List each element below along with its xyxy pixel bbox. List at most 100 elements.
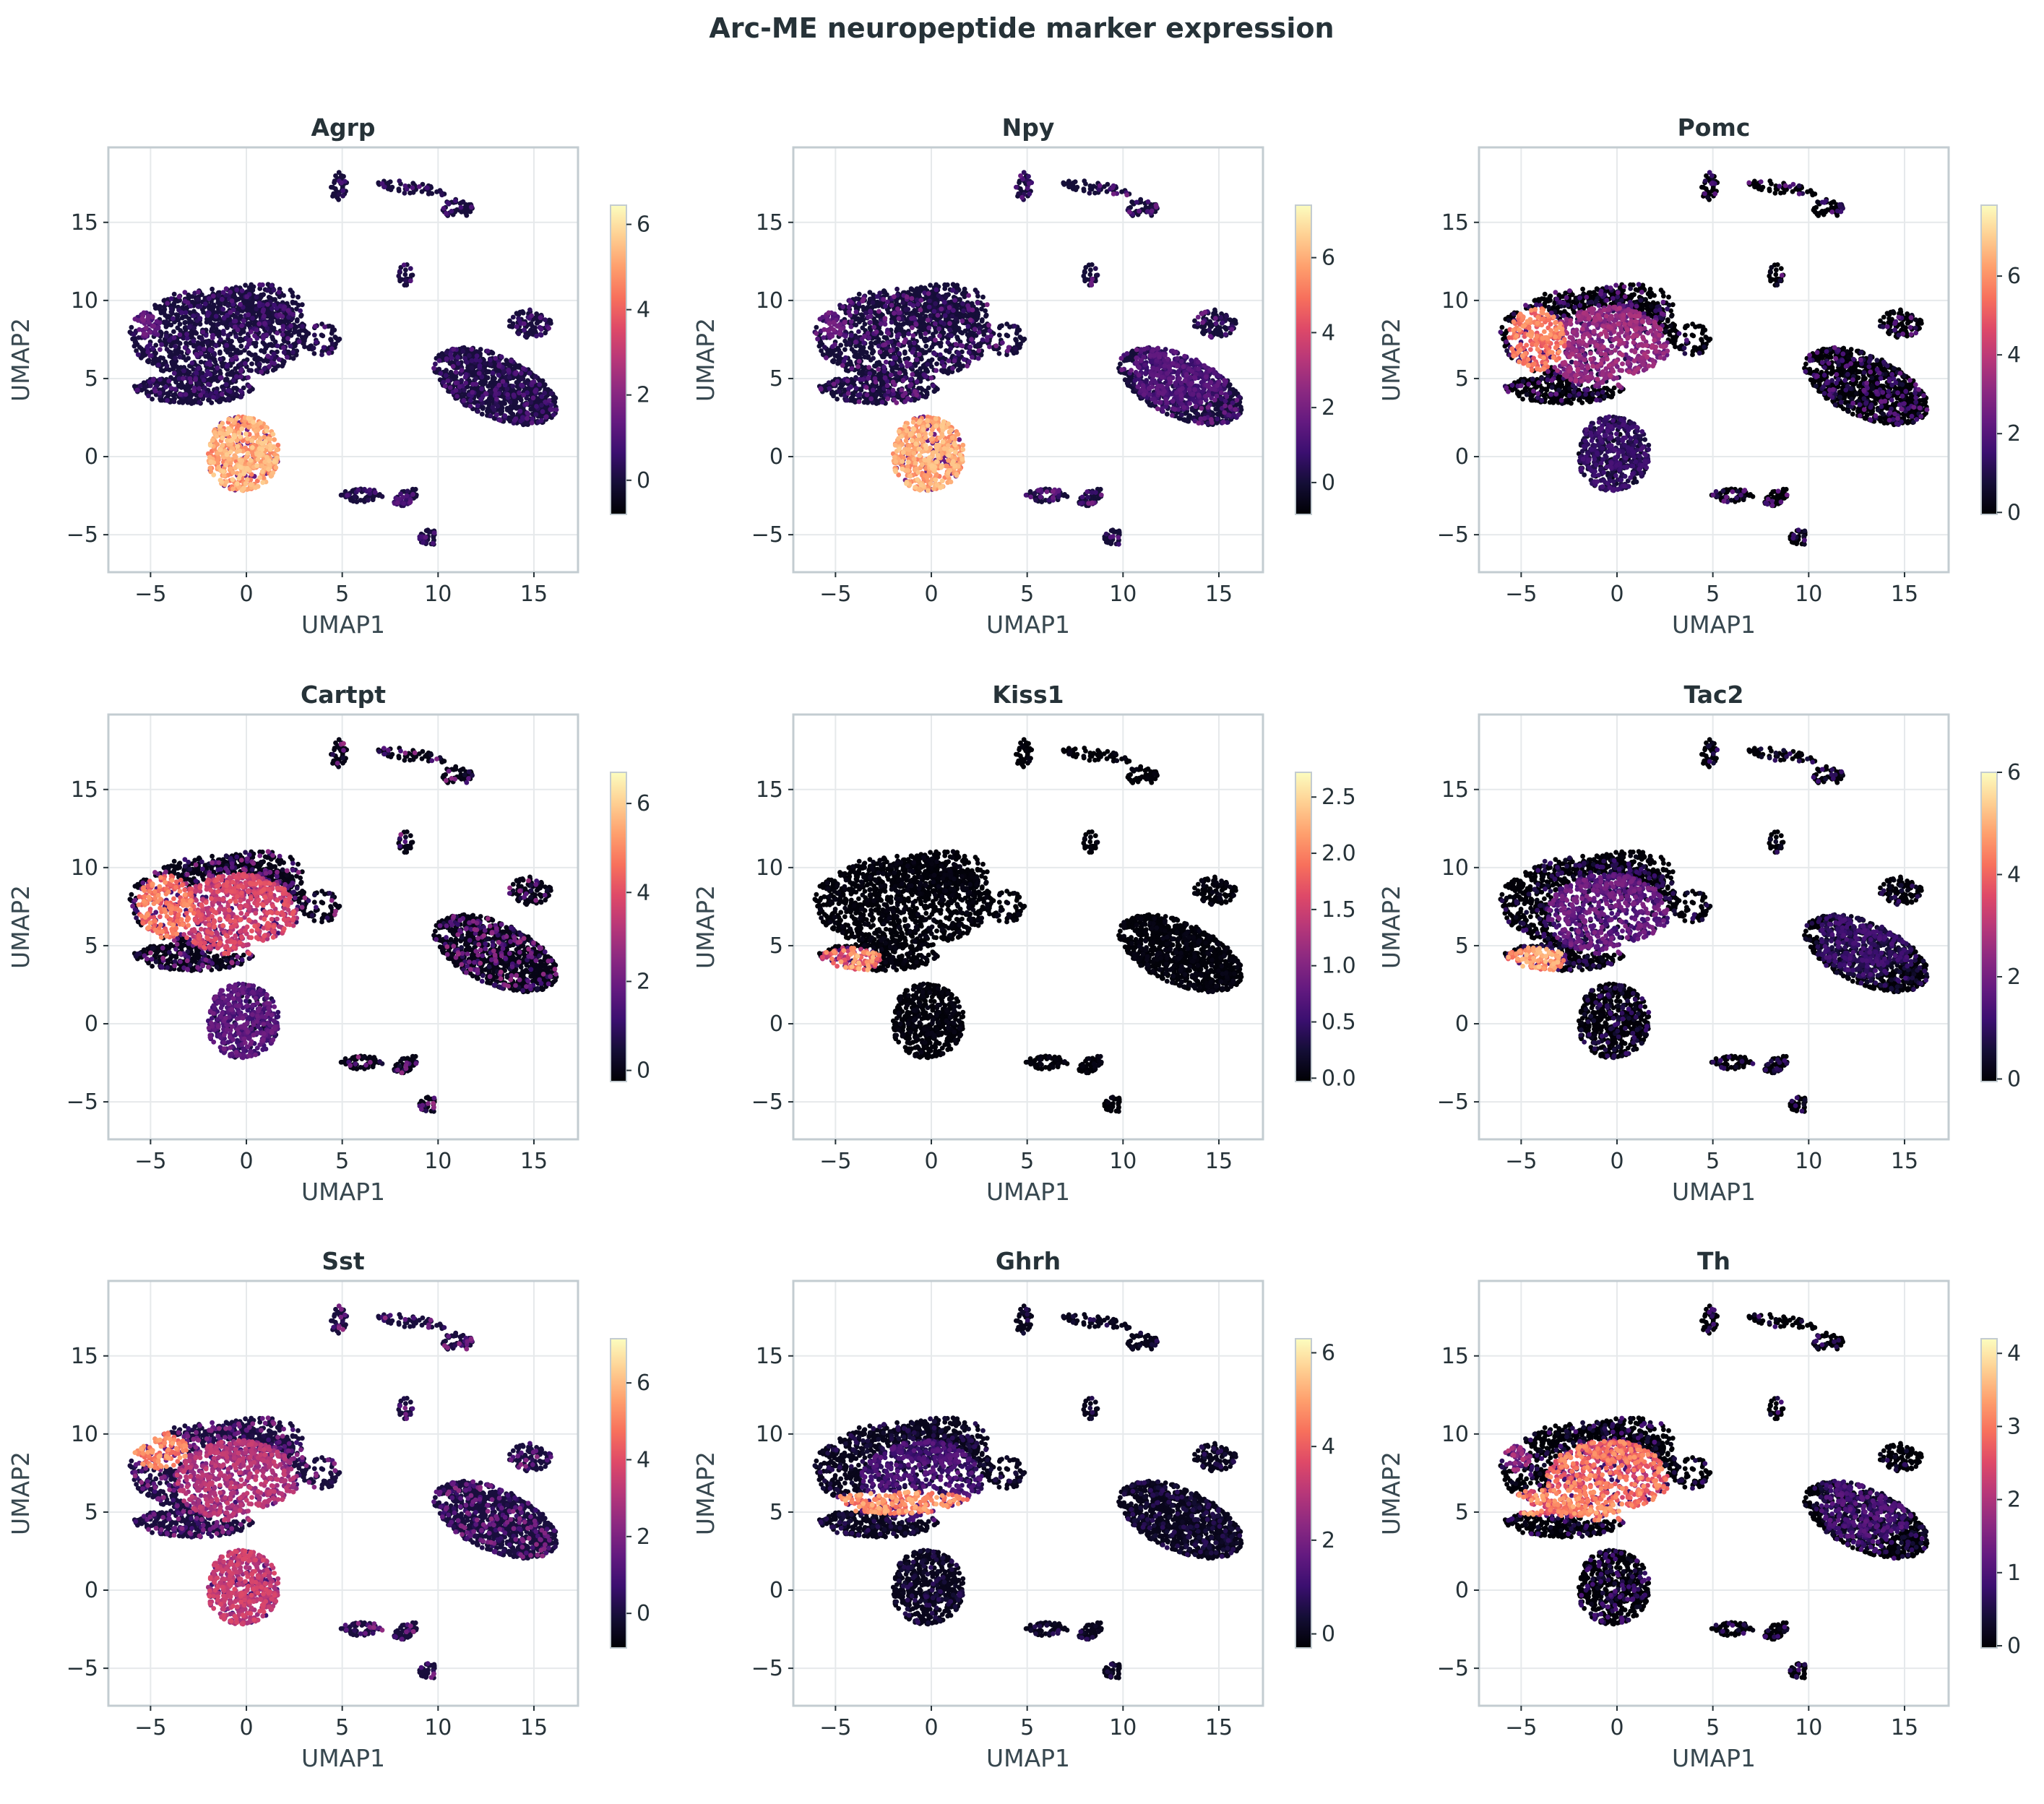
cell-point [240, 288, 245, 293]
cell-point [539, 327, 544, 332]
cell-point [183, 345, 188, 350]
cell-point [189, 380, 194, 385]
cell-point [488, 362, 493, 367]
cell-point [496, 363, 501, 368]
cell-point [206, 382, 211, 387]
cell-point [229, 347, 234, 352]
cell-point [272, 303, 277, 308]
colorbar-tick-label: 2 [637, 383, 650, 408]
cell-point [538, 315, 543, 320]
cell-point [171, 329, 176, 335]
cell-point [238, 302, 243, 307]
cell-point [241, 319, 246, 324]
cell-point [477, 371, 482, 376]
cell-point [474, 358, 479, 363]
cell-point [512, 392, 517, 397]
cell-point [257, 362, 262, 367]
cell-point [463, 375, 468, 380]
cell-point [397, 269, 402, 274]
cell-point [142, 332, 147, 337]
cell-point [245, 436, 250, 441]
cell-point [174, 364, 179, 369]
cell-point [222, 315, 227, 320]
cell-point [508, 400, 513, 405]
cell-point [196, 304, 201, 309]
cell-point [196, 290, 201, 295]
cell-point [152, 389, 158, 394]
cell-point [439, 354, 444, 359]
cell-point [455, 355, 460, 360]
cell-point [247, 285, 252, 290]
cell-point [519, 376, 524, 381]
cell-point [539, 394, 544, 400]
cell-point [223, 323, 228, 328]
cell-point [275, 443, 280, 448]
cell-point [507, 375, 512, 380]
cell-point [506, 368, 511, 373]
cell-point [249, 308, 254, 314]
cell-point [247, 351, 252, 356]
cell-point [151, 324, 156, 329]
cell-point [265, 288, 270, 293]
cell-point [306, 331, 311, 336]
cell-point [529, 400, 534, 405]
cell-point [209, 400, 214, 405]
cell-point [260, 447, 265, 452]
cell-point [423, 535, 428, 540]
cell-point [295, 317, 300, 322]
cell-point [230, 470, 236, 475]
cell-point [514, 370, 519, 375]
cell-point [499, 409, 504, 414]
cell-point [518, 409, 523, 414]
colorbar-tick-label: 0 [637, 468, 650, 493]
cell-point [527, 308, 532, 313]
cell-point [290, 350, 296, 355]
cell-point [332, 327, 337, 332]
panel-npy: −5 0 5 10 15−5051015NpyUMAP1UMAP20246 [691, 113, 1335, 639]
cell-point [285, 308, 290, 313]
cell-point [210, 333, 215, 338]
cell-point [217, 431, 223, 436]
cell-point [275, 343, 280, 348]
cell-point [212, 359, 217, 364]
cell-point [454, 388, 459, 393]
cell-point [143, 384, 148, 389]
cell-point [165, 301, 170, 306]
cell-point [234, 288, 239, 293]
cell-point [480, 412, 485, 417]
cell-point [235, 481, 240, 486]
cell-point [230, 298, 235, 303]
cell-point [473, 376, 478, 381]
cell-point [532, 389, 538, 394]
cell-point [501, 379, 506, 384]
cell-point [194, 352, 199, 357]
cell-point [280, 327, 285, 332]
cell-point [208, 362, 213, 367]
cell-point [449, 209, 454, 214]
cell-point [237, 449, 242, 454]
cell-point [243, 431, 249, 436]
cell-point [506, 363, 512, 368]
cell-point [475, 403, 480, 408]
cell-point [517, 390, 522, 395]
cell-point [224, 382, 229, 387]
cell-point [249, 368, 254, 373]
cell-point [505, 392, 510, 397]
cell-point [490, 405, 495, 410]
cell-point [163, 384, 168, 389]
cell-point [417, 184, 422, 189]
cell-point [511, 384, 516, 389]
cell-point [340, 173, 345, 178]
cell-point [525, 420, 530, 426]
cell-point [186, 349, 191, 354]
cell-point [281, 293, 286, 298]
cell-point [539, 403, 544, 408]
cell-point [267, 443, 272, 448]
cell-point [448, 385, 453, 390]
cell-point [520, 415, 525, 420]
cell-point [548, 319, 553, 324]
cell-point [431, 366, 436, 371]
cell-point [230, 372, 235, 377]
cell-point [241, 471, 246, 476]
cell-point [246, 416, 251, 421]
